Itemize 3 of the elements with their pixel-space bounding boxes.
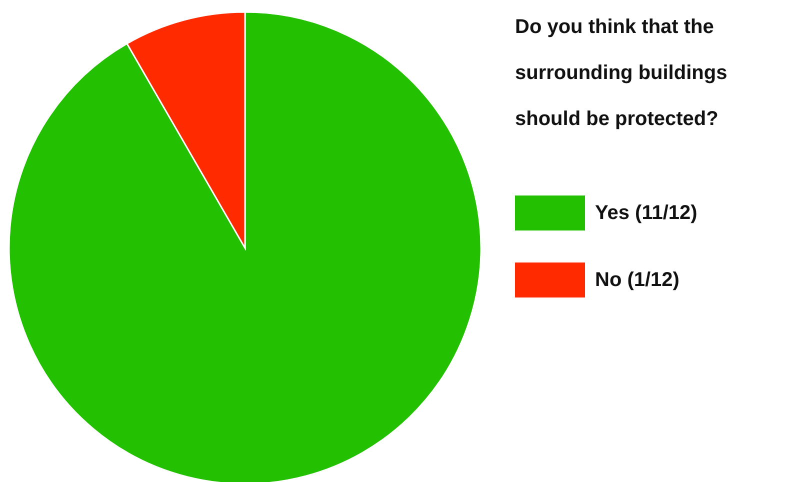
legend-label: Yes (11/12) <box>595 202 698 224</box>
legend-label: No (1/12) <box>595 269 680 291</box>
chart-title: Do you think that the surrounding buildings should be protected? <box>515 16 728 130</box>
